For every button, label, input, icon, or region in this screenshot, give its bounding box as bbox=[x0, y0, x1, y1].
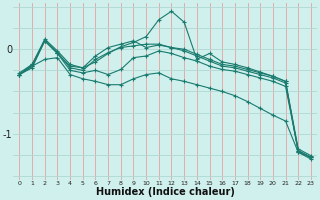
X-axis label: Humidex (Indice chaleur): Humidex (Indice chaleur) bbox=[96, 187, 235, 197]
